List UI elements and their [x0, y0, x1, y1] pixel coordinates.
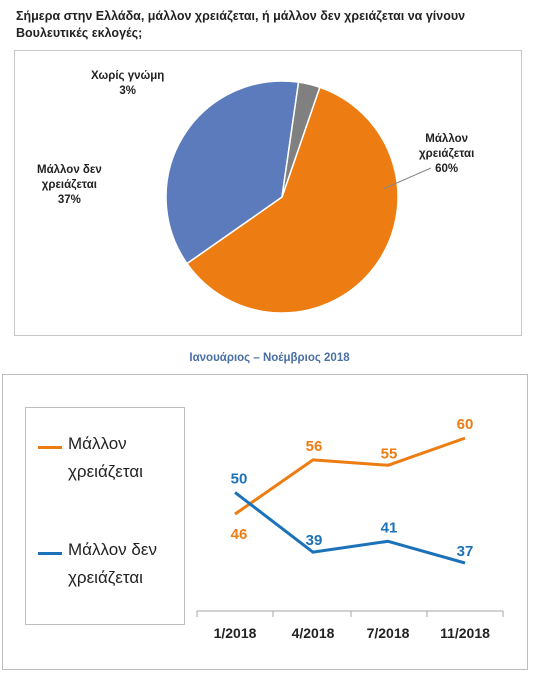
period-subtitle: Ιανουάριος – Νοέμβριος 2018	[189, 352, 350, 364]
legend-swatch-needed	[38, 446, 62, 449]
line-chart: 1/2018 4/2018 7/2018 11/2018 46 56 55 60 50 39 41 3…	[196, 416, 504, 641]
pie-label-no-opinion-percent: 3%	[119, 85, 136, 97]
line-chart-legend: Μάλλον χρειάζεται Μάλλον δεν χρειάζεται	[25, 407, 185, 625]
legend-swatch-not-needed	[38, 552, 62, 555]
legend-not-needed-line2: χρειάζεται	[68, 568, 143, 587]
pie-slice-no-opinion	[281, 81, 321, 198]
legend-needed-line1: Μάλλον	[68, 434, 127, 453]
pie-label-not-needed-line1: Μάλλον δεν	[37, 164, 102, 176]
pie-slice-not-needed	[165, 80, 300, 265]
x-tick-label: 1/2018	[214, 625, 257, 641]
pie-label-not-needed-percent: 37%	[57, 194, 81, 206]
data-label-needed: 60	[457, 416, 474, 433]
data-label-not-needed: 50	[231, 470, 248, 487]
line-chart-panel: 1/2018 4/2018 7/2018 11/2018 46 56 55 60 50 39 41 3…	[2, 374, 528, 670]
pie-label-needed-line1: Μάλλον	[425, 133, 469, 145]
series-line-not-needed	[234, 491, 466, 565]
data-label-not-needed: 39	[306, 532, 323, 549]
pie-chart-panel: Μάλλον χρειάζεται 60% Μάλλον δεν χρειάζε…	[14, 50, 522, 336]
legend-text-not-needed: Μάλλον δεν χρειάζεται	[68, 536, 198, 592]
pie-label-needed-percent: 60%	[435, 163, 459, 175]
pie-label-no-opinion-line1: Χωρίς γνώμη	[91, 70, 165, 82]
data-label-not-needed: 41	[381, 519, 398, 536]
data-label-needed: 55	[381, 445, 398, 462]
data-label-needed: 56	[306, 438, 323, 455]
legend-text-needed: Μάλλον χρειάζεται	[68, 430, 198, 486]
pie-label-not-needed: Μάλλον δεν χρειάζεται 37%	[37, 163, 102, 208]
data-label-not-needed: 37	[457, 543, 474, 560]
x-tick-label: 4/2018	[292, 625, 335, 641]
pie-leader-line	[382, 167, 432, 190]
pie-chart	[165, 80, 432, 314]
pie-label-needed: Μάλλον χρειάζεται 60%	[419, 132, 474, 177]
legend-needed-line2: χρειάζεται	[68, 462, 143, 481]
series-line-needed	[234, 436, 466, 516]
question-title: Σήμερα στην Ελλάδα, μάλλον χρειάζεται, ή…	[16, 9, 466, 40]
pie-slice-needed	[185, 86, 399, 314]
x-tick-label: 7/2018	[367, 625, 410, 641]
legend-not-needed-line1: Μάλλον δεν	[68, 540, 157, 559]
data-label-needed: 46	[231, 526, 248, 543]
pie-label-no-opinion: Χωρίς γνώμη 3%	[91, 69, 164, 99]
pie-label-needed-line2: χρειάζεται	[419, 148, 475, 160]
x-tick-label: 11/2018	[440, 625, 490, 641]
pie-label-not-needed-line2: χρειάζεται	[41, 179, 98, 191]
